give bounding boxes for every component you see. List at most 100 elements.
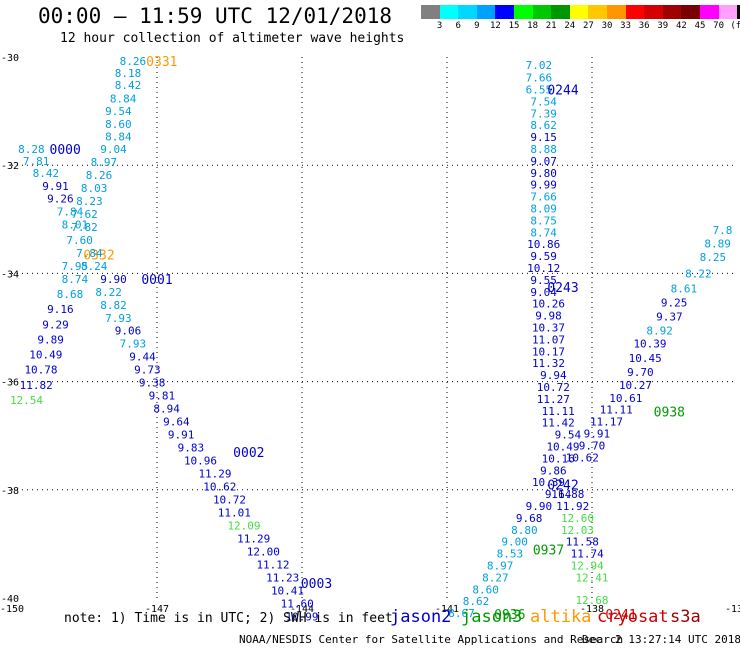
wave-height-value: 7.93 [120,338,147,351]
color-scale-label: 15 [508,21,520,31]
wave-height-value: 11.29 [237,532,270,545]
wave-height-value: 8.22 [685,267,712,280]
wave-height-value: 8.27 [482,571,509,584]
color-scale-label: 33 [620,21,632,31]
legend-entry: s3a [670,607,701,627]
y-tick-label: -38 [1,486,19,497]
wave-height-value: 10.49 [29,349,62,362]
wave-height-value: 9.26 [47,193,74,206]
wave-height-value: 8.82 [100,299,127,312]
wave-height-value: 10.61 [609,392,642,405]
color-swatch [644,5,663,19]
color-swatch [476,5,496,19]
wave-height-value: 10.72 [537,381,570,394]
wave-height-value: 9.68 [516,512,543,525]
wave-height-value: 9.70 [627,366,654,379]
track-time-label: 0241 [605,608,636,623]
wave-height-value: 9.83 [178,442,205,455]
track-time-label: 0331 [146,55,177,70]
color-swatch [588,5,607,19]
color-scale-label: 9 [474,21,480,31]
wave-height-value: 8.84 [110,93,137,106]
wave-height-value: 9.90 [100,273,127,286]
track-time-label: 0001 [141,273,172,288]
legend-entry: jason3 [461,607,523,627]
wave-height-value: 7.93 [105,312,132,325]
wave-height-value: 10.27 [619,379,652,392]
wave-height-value: 8.18 [115,67,142,80]
wave-height-value: 9.70 [579,439,606,452]
wave-height-value: 11.32 [532,357,565,370]
wave-height-value: 7.84 [76,247,103,260]
chart-subtitle: 12 hour collection of altimeter wave hei… [60,31,405,46]
wave-height-value: 11.23 [266,571,299,584]
wave-height-value: 10.26 [532,298,565,311]
track-time-label: 0243 [547,281,578,296]
wave-height-value: 8.03 [81,182,108,195]
wave-height-value: 11.27 [537,393,570,406]
wave-height-value: 8.89 [704,238,731,251]
color-swatch [737,5,740,19]
wave-height-value: 8.67 [448,607,475,620]
wave-height-value: 10.39 [532,476,565,489]
wave-height-value: 9.98 [535,310,562,323]
color-scale-label: 27 [582,21,594,31]
color-swatch [718,5,738,19]
wave-height-value: 7.54 [530,95,557,108]
track-time-label: 0003 [301,577,332,592]
wave-height-value: 9.54 [555,429,582,442]
wave-height-value: 11.12 [256,558,289,571]
color-scale-label: 18 [527,21,539,31]
x-tick-label: -150 [0,604,24,615]
wave-height-value: 8.62 [463,595,490,608]
wave-height-value: 8.26 [86,169,113,182]
legend-entry: cryosat [597,607,669,627]
wave-height-value: 9.00 [501,536,528,549]
wave-height-value: 8.97 [487,560,514,573]
wave-height-value: 10.86 [527,238,560,251]
wave-height-value: 9.91 [42,180,69,193]
wave-height-value: 9.94 [540,369,567,382]
wave-height-value: 9.06 [115,325,142,338]
wave-height-value: 6.55 [526,83,553,96]
color-swatch [551,5,570,19]
wave-height-value: 9.04 [530,286,557,299]
wave-height-value: 12.09 [227,520,260,533]
note-text: note: 1) Time is in UTC; 2) SWH is in fe… [64,611,393,626]
wave-height-value: 9.64 [545,488,572,501]
wave-height-value: 8.28 [18,143,45,156]
wave-height-value: 9.90 [526,500,553,513]
legend-entry: jason2 [390,607,452,627]
wave-height-value: 12.68 [575,594,608,607]
color-scale-label: 30 [601,21,613,31]
color-scale-label: 70 [713,21,725,31]
wave-height-value: 12.60 [561,512,594,525]
color-swatch [513,5,533,19]
color-scale-label: 45 [694,21,706,31]
wave-height-value: 8.09 [530,202,557,215]
wave-height-value: 9.91 [168,429,195,442]
wave-height-value: 9.64 [163,416,190,429]
wave-height-value: 7.39 [530,107,557,120]
y-tick-label: -34 [1,269,19,280]
wave-height-value: 7.66 [526,72,553,85]
color-swatch [439,5,459,19]
wave-height-value: 8.61 [671,283,698,296]
wave-height-value: 11.74 [571,548,604,561]
color-swatch [681,5,700,19]
color-scale-label: (ft) [730,21,740,31]
wave-height-value: 10.62 [566,451,599,464]
wave-height-value: 9.80 [530,167,557,180]
wave-height-value: 9.38 [139,377,166,390]
wave-height-value: 9.37 [656,311,683,324]
wave-height-value: 8.68 [57,288,84,301]
wave-height-value: 10.78 [24,364,57,377]
wave-height-value: 10.39 [633,338,666,351]
wave-height-value: 7.66 [530,191,557,204]
color-swatch [532,5,552,19]
wave-height-value: 10.72 [213,494,246,507]
wave-height-value: 9.99 [530,179,557,192]
wave-height-value: 8.24 [81,260,108,273]
track-time-label: 0938 [654,405,685,420]
